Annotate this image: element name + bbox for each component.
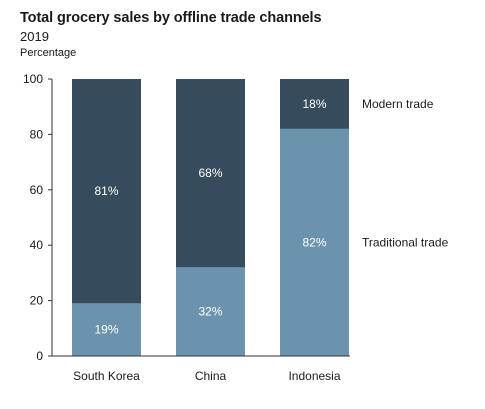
legend-label: Traditional trade bbox=[362, 235, 449, 249]
data-label: 32% bbox=[198, 305, 222, 319]
chart-subtitle: 2019 bbox=[20, 29, 49, 44]
bar-segment bbox=[176, 79, 245, 268]
data-label: 19% bbox=[94, 323, 118, 337]
bar-segment bbox=[176, 267, 245, 356]
y-tick-label: 60 bbox=[30, 183, 44, 197]
bar-segment bbox=[72, 79, 141, 304]
y-tick-label: 80 bbox=[30, 127, 44, 141]
y-axis-label: Percentage bbox=[20, 47, 77, 59]
chart-title: Total grocery sales by offline trade cha… bbox=[20, 10, 322, 26]
y-tick-label: 20 bbox=[30, 294, 44, 308]
y-tick-label: 40 bbox=[30, 238, 44, 252]
data-label: 81% bbox=[94, 184, 118, 198]
legend-label: Modern trade bbox=[362, 97, 434, 111]
bar-segment bbox=[280, 79, 349, 129]
data-label: 82% bbox=[302, 235, 326, 249]
data-label: 68% bbox=[198, 166, 222, 180]
bar-segment bbox=[280, 128, 349, 356]
bar-segment bbox=[72, 303, 141, 356]
x-tick-label: China bbox=[195, 369, 227, 383]
x-tick-label: South Korea bbox=[73, 369, 140, 383]
y-tick-label: 100 bbox=[23, 72, 43, 86]
x-tick-label: Indonesia bbox=[288, 369, 340, 383]
y-tick-label: 0 bbox=[36, 349, 43, 363]
data-label: 18% bbox=[302, 97, 326, 111]
